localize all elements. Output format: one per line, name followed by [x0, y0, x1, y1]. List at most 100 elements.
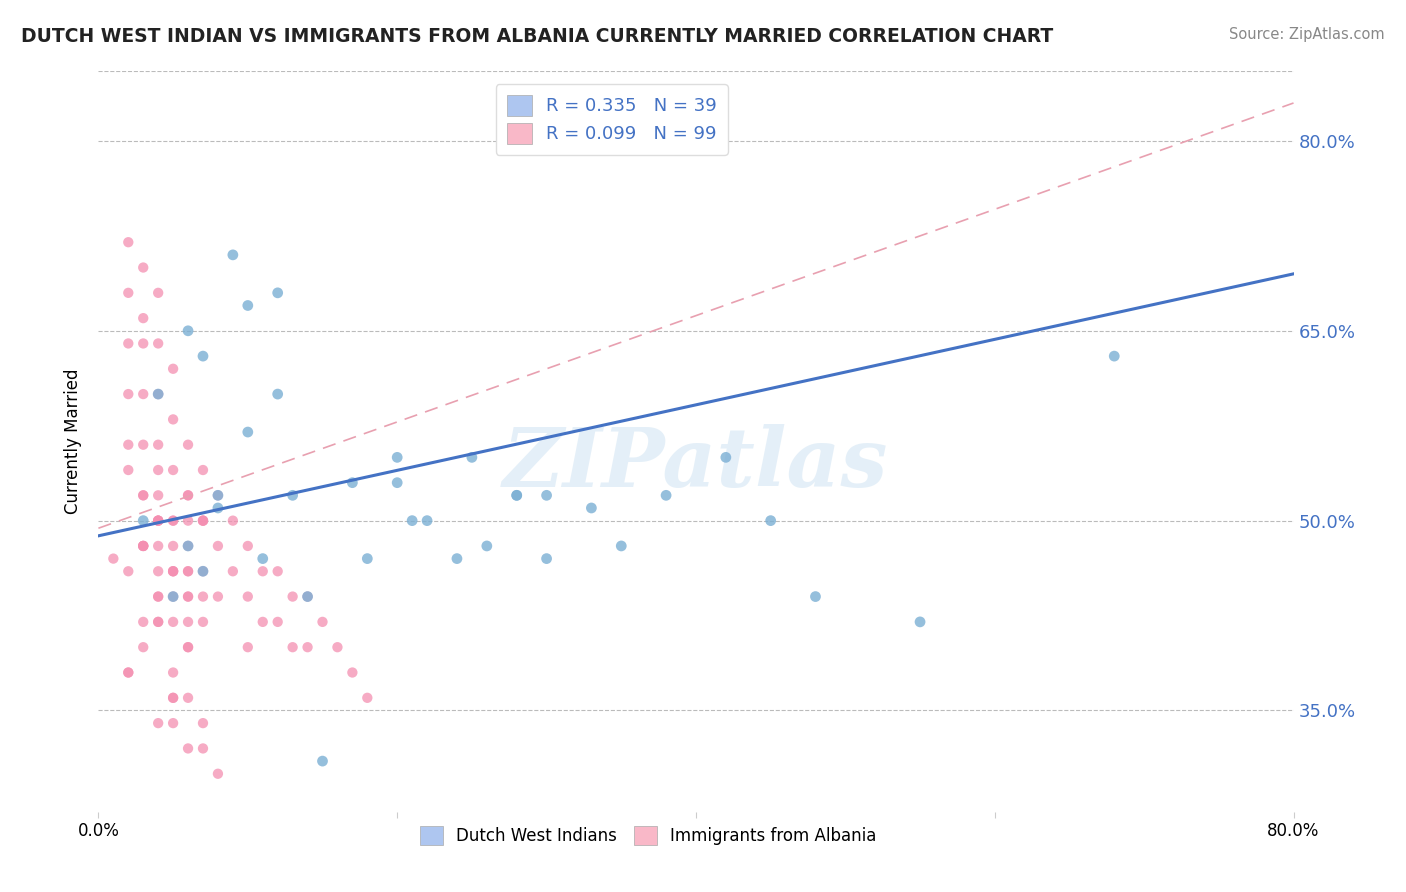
Point: [655, 488, 678, 502]
Point: [177, 590, 200, 604]
Point: [191, 564, 214, 578]
Point: [117, 665, 139, 680]
Point: [162, 514, 184, 528]
Point: [297, 640, 319, 655]
Point: [148, 564, 170, 578]
Point: [416, 514, 439, 528]
Point: [162, 690, 184, 705]
Point: [148, 514, 170, 528]
Point: [162, 590, 184, 604]
Point: [148, 590, 170, 604]
Point: [132, 488, 155, 502]
Point: [132, 387, 155, 401]
Point: [148, 615, 170, 629]
Point: [252, 564, 274, 578]
Point: [252, 615, 274, 629]
Point: [132, 615, 155, 629]
Point: [236, 640, 259, 655]
Point: [267, 615, 290, 629]
Point: [132, 260, 155, 275]
Point: [148, 438, 170, 452]
Point: [162, 564, 184, 578]
Point: [117, 387, 139, 401]
Point: [148, 336, 170, 351]
Point: [162, 690, 184, 705]
Point: [581, 500, 603, 515]
Point: [148, 387, 170, 401]
Point: [207, 488, 229, 502]
Point: [475, 539, 498, 553]
Point: [148, 615, 170, 629]
Point: [148, 488, 170, 502]
Y-axis label: Currently Married: Currently Married: [65, 368, 83, 515]
Point: [401, 514, 423, 528]
Point: [191, 349, 214, 363]
Point: [385, 450, 409, 465]
Point: [132, 539, 155, 553]
Point: [191, 514, 214, 528]
Point: [177, 690, 200, 705]
Legend: Dutch West Indians, Immigrants from Albania: Dutch West Indians, Immigrants from Alba…: [409, 816, 887, 855]
Point: [177, 324, 200, 338]
Point: [132, 438, 155, 452]
Point: [446, 551, 468, 566]
Point: [177, 539, 200, 553]
Point: [222, 564, 245, 578]
Point: [804, 590, 827, 604]
Point: [132, 488, 155, 502]
Point: [281, 590, 304, 604]
Point: [162, 564, 184, 578]
Point: [236, 590, 259, 604]
Point: [132, 514, 155, 528]
Point: [207, 766, 229, 780]
Point: [177, 539, 200, 553]
Point: [342, 665, 364, 680]
Point: [385, 475, 409, 490]
Point: [162, 615, 184, 629]
Point: [117, 235, 139, 250]
Point: [297, 590, 319, 604]
Point: [506, 488, 529, 502]
Point: [356, 690, 378, 705]
Point: [610, 539, 633, 553]
Point: [281, 640, 304, 655]
Point: [162, 665, 184, 680]
Point: [177, 640, 200, 655]
Point: [191, 741, 214, 756]
Point: [236, 539, 259, 553]
Point: [281, 488, 304, 502]
Point: [1104, 349, 1126, 363]
Point: [714, 450, 737, 465]
Point: [177, 438, 200, 452]
Point: [148, 539, 170, 553]
Point: [148, 716, 170, 731]
Point: [207, 488, 229, 502]
Point: [162, 716, 184, 731]
Point: [222, 514, 245, 528]
Point: [252, 551, 274, 566]
Point: [908, 615, 931, 629]
Point: [191, 514, 214, 528]
Point: [162, 539, 184, 553]
Point: [297, 590, 319, 604]
Text: DUTCH WEST INDIAN VS IMMIGRANTS FROM ALBANIA CURRENTLY MARRIED CORRELATION CHART: DUTCH WEST INDIAN VS IMMIGRANTS FROM ALB…: [21, 27, 1053, 45]
Point: [177, 640, 200, 655]
Point: [177, 564, 200, 578]
Point: [191, 514, 214, 528]
Point: [132, 539, 155, 553]
Point: [267, 285, 290, 300]
Text: Source: ZipAtlas.com: Source: ZipAtlas.com: [1229, 27, 1385, 42]
Point: [191, 590, 214, 604]
Point: [148, 463, 170, 477]
Point: [356, 551, 378, 566]
Point: [117, 285, 139, 300]
Point: [177, 488, 200, 502]
Point: [207, 500, 229, 515]
Point: [177, 615, 200, 629]
Point: [132, 640, 155, 655]
Point: [148, 285, 170, 300]
Point: [132, 336, 155, 351]
Point: [132, 311, 155, 326]
Point: [461, 450, 484, 465]
Point: [162, 412, 184, 426]
